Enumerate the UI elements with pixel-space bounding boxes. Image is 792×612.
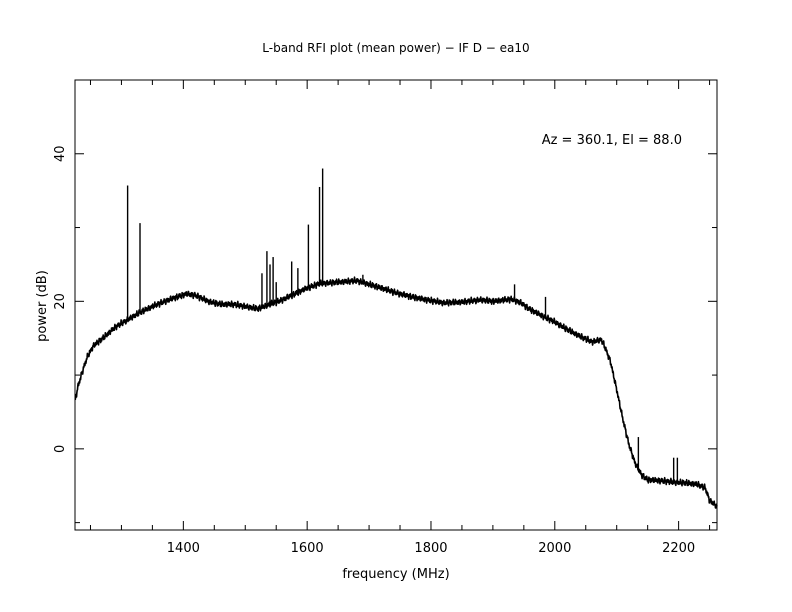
y-tick-label: 20 [53, 293, 68, 310]
x-axis-label: frequency (MHz) [342, 567, 449, 582]
x-tick-label: 1800 [414, 541, 447, 556]
y-tick-label: 40 [53, 145, 68, 162]
y-tick-label: 0 [53, 445, 68, 453]
y-axis-label: power (dB) [35, 270, 50, 342]
chart-title: L-band RFI plot (mean power) − IF D − ea… [262, 41, 529, 55]
series-line [74, 276, 718, 509]
x-tick-label: 2200 [662, 541, 695, 556]
data-layer [74, 168, 718, 509]
x-tick-label: 1600 [291, 541, 324, 556]
axis-ticks: 1400 1600 1800 2000 2200 0 20 40 [53, 79, 717, 556]
x-tick-label: 2000 [538, 541, 571, 556]
chart-annotation: Az = 360.1, El = 88.0 [542, 133, 682, 148]
x-tick-label: 1400 [167, 541, 200, 556]
plot-frame [74, 79, 718, 531]
